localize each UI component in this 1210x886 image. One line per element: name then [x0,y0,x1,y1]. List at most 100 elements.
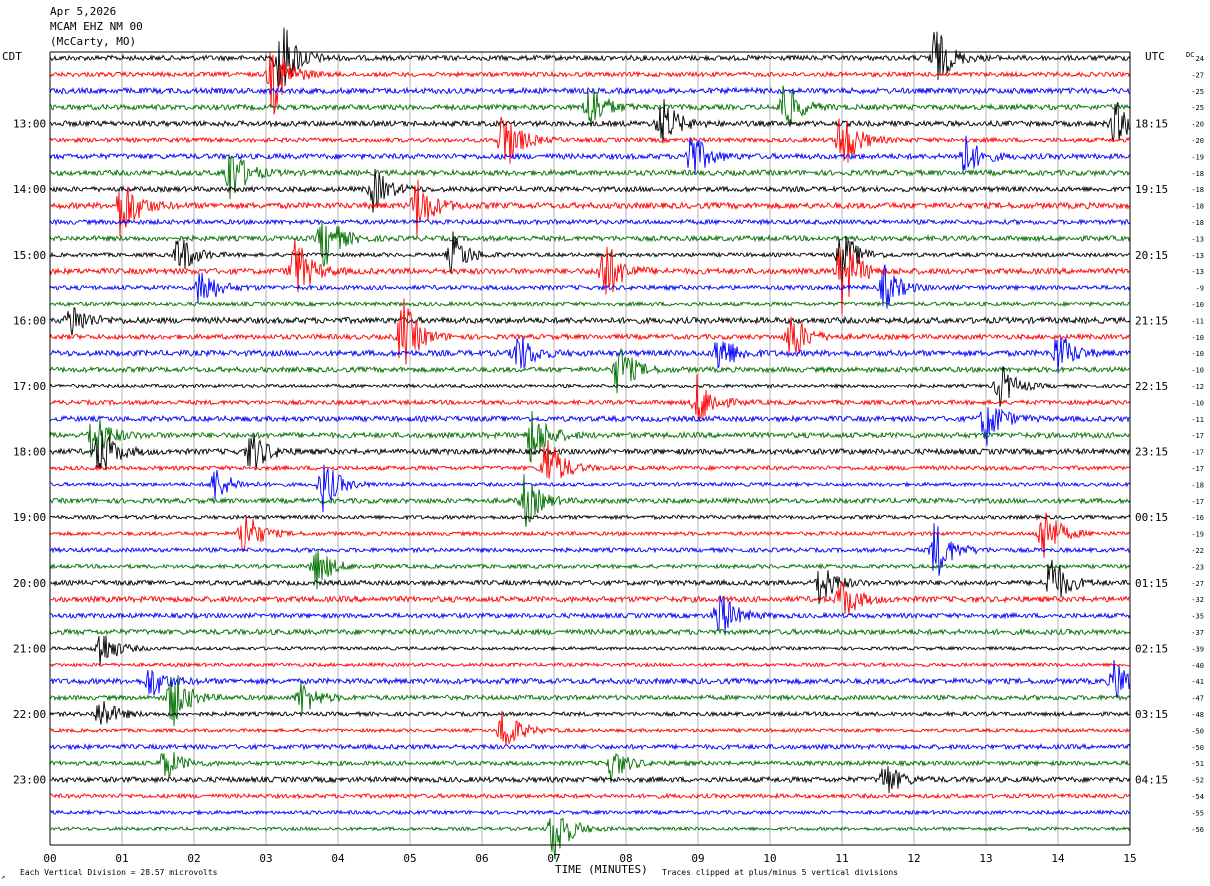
dc-offset-label: -19 [1191,531,1204,539]
trace-line-19 [49,347,1130,394]
trace-line-37 [49,661,1131,668]
trace-line-12 [49,231,1131,282]
x-tick-label: 01 [115,852,128,865]
right-zone-label: UTC [1145,50,1165,63]
trace-line-32 [49,559,1131,604]
trace-line-34 [49,595,1131,633]
dc-offset-label: -11 [1191,317,1204,325]
dc-offset-label: -17 [1191,498,1204,506]
trace-line-13 [49,239,1131,315]
right-time-label: 19:15 [1135,183,1168,196]
trace-line-24 [49,432,1131,471]
dc-offset-label: -48 [1191,711,1204,719]
dc-offset-label: -10 [1191,350,1204,358]
dc-offset-label: -52 [1191,777,1204,785]
trace-line-21 [49,374,1131,420]
dc-offset-label: -10 [1191,399,1204,407]
trace-line-45 [49,792,1131,800]
dc-offset-label: -50 [1191,744,1204,752]
right-time-label: 23:15 [1135,446,1168,459]
trace-line-5 [49,116,1131,164]
trace-line-46 [49,809,1131,816]
trace-group [49,27,1131,860]
corner-mark: ↗ [1,873,5,881]
dc-offset-label: -18 [1191,219,1204,227]
right-time-label: 21:15 [1135,314,1168,327]
trace-line-40 [49,700,1131,725]
left-time-label: 19:00 [13,511,46,524]
left-time-label: 21:00 [13,642,46,655]
dc-offset-label: -23 [1191,563,1204,571]
trace-line-39 [49,674,1131,727]
left-time-label: 16:00 [13,314,46,327]
dc-offset-label: -13 [1191,235,1204,243]
trace-line-17 [49,298,1131,365]
trace-line-29 [49,512,1131,558]
x-axis-label: TIME (MINUTES) [555,863,648,876]
x-tick-label: 02 [187,852,200,865]
trace-line-41 [49,710,1131,746]
dc-offset-label: -27 [1191,580,1204,588]
trace-line-2 [49,86,1131,96]
dc-offset-label: -11 [1191,416,1204,424]
left-time-label: 13:00 [13,118,46,131]
trace-line-22 [49,407,1131,446]
x-tick-label: 04 [331,852,345,865]
dc-offset-label: -17 [1191,432,1204,440]
trace-line-16 [49,307,1131,336]
dc-offset-labels: 24 -27 -25 -25 -20 -20 -19 -18 -18 -18 -18 -13 -13 -1… [1191,55,1204,834]
header-station: MCAM EHZ NM 00 [50,20,143,33]
clip-note: Traces clipped at plus/minus 5 vertical … [662,868,898,877]
dc-offset-label: -10 [1191,301,1204,309]
x-tick-label: 12 [907,852,920,865]
trace-line-42 [49,742,1131,751]
right-time-labels: 18:15 19:15 20:15 21:15 22:15 23:15 00:15 01:15… [1135,118,1168,787]
dc-label: DC [1186,51,1194,59]
left-zone-label: CDT [2,50,22,63]
trace-line-36 [49,635,1131,667]
dc-offset-label: -40 [1191,662,1204,670]
trace-line-8 [49,169,1131,213]
dc-offset-label: -37 [1191,629,1204,637]
trace-line-15 [49,300,1131,308]
header-location: (McCarty, MO) [50,35,136,48]
plot-frame [49,51,1131,846]
dc-offset-label: -18 [1191,203,1204,211]
dc-offset-label: -27 [1191,71,1204,79]
vertical-division-note: Each Vertical Division = 28.57 microvolt… [20,868,218,877]
trace-line-26 [49,464,1131,513]
x-tick-label: 09 [691,852,704,865]
x-tick-label: 15 [1123,852,1136,865]
dc-offset-label: -25 [1191,88,1204,96]
dc-offset-label: -16 [1191,514,1204,522]
dc-offset-label: -19 [1191,153,1204,161]
right-time-label: 01:15 [1135,577,1168,590]
trace-line-18 [49,336,1131,374]
right-time-label: 18:15 [1135,118,1168,131]
trace-line-9 [49,179,1131,238]
left-time-label: 22:00 [13,708,46,721]
dc-offset-label: -13 [1191,268,1204,276]
dc-offset-label: -22 [1191,547,1204,555]
trace-line-20 [49,365,1131,407]
trace-line-25 [49,439,1131,479]
right-time-label: 20:15 [1135,249,1168,262]
x-tick-label: 14 [1051,852,1065,865]
trace-line-3 [49,85,1131,126]
dc-offset-label: -10 [1191,367,1204,375]
dc-offset-label: -56 [1191,826,1204,834]
dc-offset-label: -51 [1191,760,1204,768]
x-tick-label: 11 [835,852,848,865]
trace-line-30 [49,523,1131,576]
dc-offset-label: -17 [1191,449,1204,457]
dc-offset-label: -13 [1191,252,1204,260]
left-time-label: 23:00 [13,774,46,787]
right-time-label: 03:15 [1135,708,1168,721]
dc-offset-label: -55 [1191,809,1204,817]
dc-offset-label: -41 [1191,678,1204,686]
trace-line-0 [49,27,1131,88]
dc-offset-label: -54 [1191,793,1204,801]
dc-offset-label: -39 [1191,645,1204,653]
dc-offset-label: -32 [1191,596,1204,604]
